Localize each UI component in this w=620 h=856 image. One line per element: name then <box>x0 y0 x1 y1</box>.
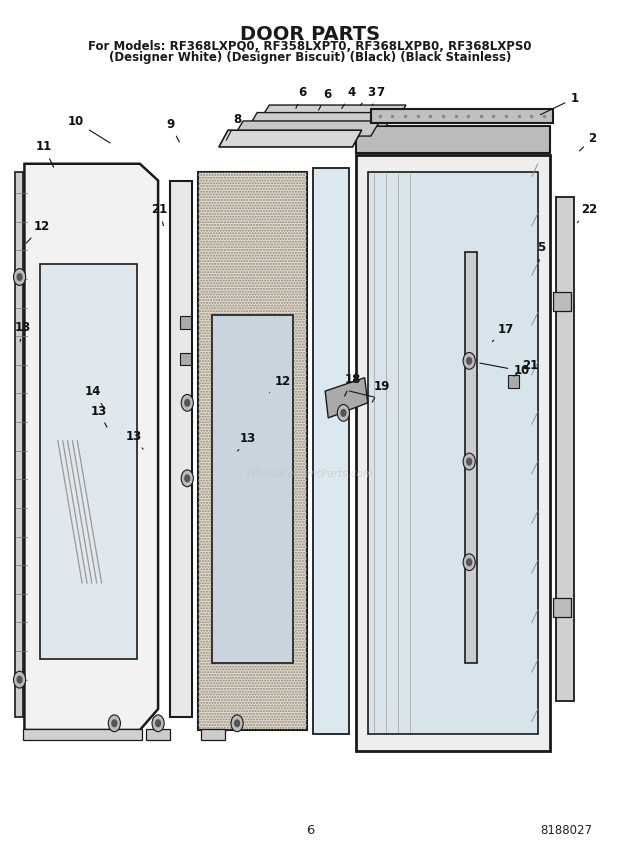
Circle shape <box>181 470 193 487</box>
Text: 6: 6 <box>306 823 314 836</box>
Text: 3: 3 <box>360 86 375 105</box>
Text: 19: 19 <box>372 379 390 402</box>
Text: 6: 6 <box>319 87 331 110</box>
Text: 12: 12 <box>270 376 291 393</box>
Text: 2: 2 <box>579 132 596 151</box>
Circle shape <box>467 458 472 465</box>
Text: 5: 5 <box>537 241 545 262</box>
Bar <box>180 317 191 329</box>
Polygon shape <box>198 172 307 730</box>
Text: 10: 10 <box>68 116 110 143</box>
Text: DOOR PARTS: DOOR PARTS <box>240 26 380 45</box>
Text: 14: 14 <box>85 385 105 409</box>
Polygon shape <box>313 168 350 734</box>
Text: 21: 21 <box>514 359 538 376</box>
Text: (Designer White) (Designer Biscuit) (Black) (Black Stainless): (Designer White) (Designer Biscuit) (Bla… <box>109 51 511 63</box>
Text: 6: 6 <box>296 86 307 109</box>
Circle shape <box>181 395 193 411</box>
Bar <box>553 292 571 311</box>
Circle shape <box>156 720 161 727</box>
Text: 13: 13 <box>126 430 143 449</box>
Bar <box>201 729 225 740</box>
Circle shape <box>467 559 472 566</box>
Polygon shape <box>325 377 368 418</box>
Text: 8188027: 8188027 <box>541 823 593 836</box>
Circle shape <box>231 715 243 732</box>
Circle shape <box>341 409 346 416</box>
Text: 4: 4 <box>342 86 355 109</box>
Circle shape <box>185 400 190 407</box>
Text: 8: 8 <box>226 113 241 140</box>
Text: 18: 18 <box>344 373 361 396</box>
Bar <box>146 729 170 740</box>
Text: 21: 21 <box>151 204 167 226</box>
Bar <box>508 375 519 388</box>
Text: 13: 13 <box>15 321 32 342</box>
Circle shape <box>14 269 25 285</box>
Circle shape <box>234 720 239 727</box>
Circle shape <box>17 274 22 281</box>
Text: 1: 1 <box>541 92 578 115</box>
Polygon shape <box>262 105 406 117</box>
Circle shape <box>185 475 190 482</box>
Polygon shape <box>40 265 137 659</box>
Text: 13: 13 <box>91 405 107 427</box>
Polygon shape <box>371 110 553 123</box>
Circle shape <box>463 353 476 369</box>
Text: 17: 17 <box>492 323 514 342</box>
Polygon shape <box>24 163 158 730</box>
Polygon shape <box>16 172 23 717</box>
Text: 12: 12 <box>26 220 50 243</box>
Bar <box>553 598 571 616</box>
Bar <box>23 729 142 740</box>
Polygon shape <box>368 172 538 734</box>
Polygon shape <box>355 156 550 751</box>
Text: 9: 9 <box>166 118 179 142</box>
Circle shape <box>463 453 476 470</box>
Polygon shape <box>211 315 293 663</box>
Circle shape <box>108 715 120 732</box>
Circle shape <box>467 358 472 365</box>
Circle shape <box>14 671 25 688</box>
Text: 13: 13 <box>237 431 256 451</box>
Text: eReplacementParts.com: eReplacementParts.com <box>246 469 374 479</box>
Polygon shape <box>355 126 550 153</box>
Text: For Models: RF368LXPQ0, RF358LXPT0, RF368LXPB0, RF368LXPS0: For Models: RF368LXPQ0, RF358LXPT0, RF36… <box>88 39 532 52</box>
Text: 11: 11 <box>36 140 53 167</box>
Circle shape <box>112 720 117 727</box>
Polygon shape <box>170 181 192 717</box>
Polygon shape <box>465 252 477 663</box>
Circle shape <box>17 676 22 683</box>
Text: 22: 22 <box>577 204 598 223</box>
Text: 10: 10 <box>480 363 529 377</box>
Circle shape <box>152 715 164 732</box>
Polygon shape <box>219 130 361 147</box>
Polygon shape <box>234 121 380 136</box>
Bar <box>180 353 191 366</box>
Text: 7: 7 <box>372 86 384 105</box>
Circle shape <box>463 554 476 571</box>
Polygon shape <box>556 198 574 700</box>
Circle shape <box>337 405 350 421</box>
Polygon shape <box>249 113 394 126</box>
